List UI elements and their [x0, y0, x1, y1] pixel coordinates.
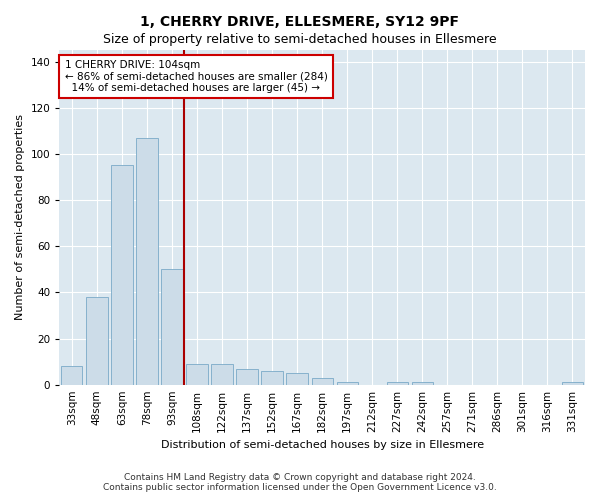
Bar — [562, 382, 583, 384]
Bar — [311, 378, 333, 384]
Bar — [337, 382, 358, 384]
Bar — [111, 166, 133, 384]
Bar — [236, 368, 258, 384]
Bar — [61, 366, 82, 384]
Y-axis label: Number of semi-detached properties: Number of semi-detached properties — [15, 114, 25, 320]
Bar — [412, 382, 433, 384]
Bar — [211, 364, 233, 384]
Bar — [386, 382, 408, 384]
Bar — [161, 270, 182, 384]
Bar — [136, 138, 158, 384]
Bar — [286, 373, 308, 384]
Text: 1, CHERRY DRIVE, ELLESMERE, SY12 9PF: 1, CHERRY DRIVE, ELLESMERE, SY12 9PF — [140, 15, 460, 29]
Bar — [262, 371, 283, 384]
Text: Size of property relative to semi-detached houses in Ellesmere: Size of property relative to semi-detach… — [103, 32, 497, 46]
Text: 1 CHERRY DRIVE: 104sqm
← 86% of semi-detached houses are smaller (284)
  14% of : 1 CHERRY DRIVE: 104sqm ← 86% of semi-det… — [65, 60, 328, 93]
Bar — [187, 364, 208, 384]
X-axis label: Distribution of semi-detached houses by size in Ellesmere: Distribution of semi-detached houses by … — [161, 440, 484, 450]
Text: Contains HM Land Registry data © Crown copyright and database right 2024.
Contai: Contains HM Land Registry data © Crown c… — [103, 473, 497, 492]
Bar — [86, 297, 107, 384]
